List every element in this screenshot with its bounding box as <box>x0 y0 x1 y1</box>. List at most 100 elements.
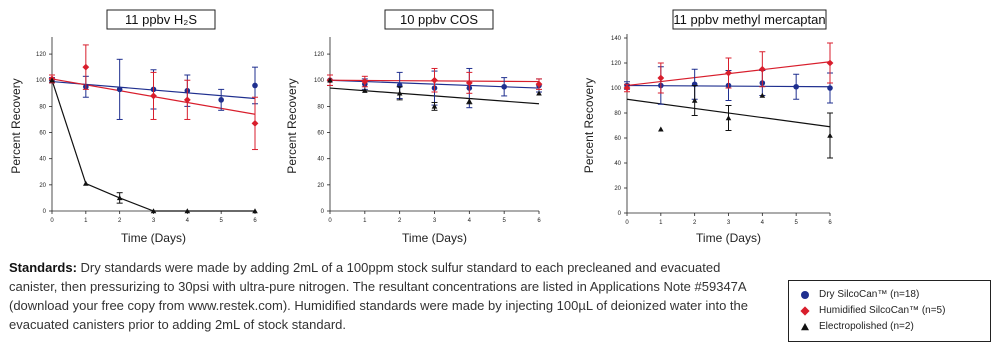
legend-item: Humidified SilcoCan™ (n=5) <box>797 303 982 319</box>
electropolished-data-point <box>759 92 766 98</box>
x-tick-label: 0 <box>50 218 54 224</box>
x-tick-label: 6 <box>537 218 541 224</box>
y-tick-label: 40 <box>317 157 324 163</box>
humidified-data-point <box>758 65 766 73</box>
y-tick-label: 100 <box>314 78 325 84</box>
electropolished-data-point <box>725 115 732 121</box>
humidified-data-point <box>465 79 473 87</box>
x-tick-label: 6 <box>253 218 257 224</box>
y-tick-label: 100 <box>36 78 47 84</box>
y-tick-label: 0 <box>321 209 325 215</box>
legend-marker-diamond-icon <box>800 306 810 316</box>
electropolished-data-point <box>691 97 698 103</box>
y-axis-title: Percent Recovery <box>285 78 299 173</box>
legend-marker-circle-icon <box>801 291 809 299</box>
electropolished-data-point <box>827 132 833 138</box>
y-tick-label: 120 <box>36 52 47 58</box>
x-tick-label: 0 <box>328 218 332 224</box>
chart-title: 11 ppbv H₂S <box>125 12 197 27</box>
y-tick-label: 80 <box>39 104 46 110</box>
dry-data-point <box>501 83 507 90</box>
y-tick-label: 60 <box>39 131 46 137</box>
legend-marker-shape <box>800 306 810 316</box>
y-tick-label: 60 <box>317 131 324 137</box>
x-axis-title: Time (Days) <box>121 231 186 245</box>
x-tick-label: 3 <box>152 218 156 224</box>
electropolished-data-point <box>252 208 258 214</box>
legend-marker-shape <box>801 323 809 331</box>
legend: Dry SilcoCan™ (n=18) Humidified SilcoCan… <box>788 280 991 342</box>
y-axis-title: Percent Recovery <box>582 78 596 173</box>
y-tick-label: 100 <box>611 86 622 92</box>
x-tick-label: 4 <box>186 218 190 224</box>
standards-note: Standards: Dry standards were made by ad… <box>9 258 769 334</box>
electropolished-data-point <box>327 77 333 83</box>
legend-marker-triangle-icon <box>801 323 809 331</box>
charts-figure: 11 ppbv H₂S Time (Days) Percent Recovery… <box>9 9 834 245</box>
x-tick-label: 5 <box>794 220 798 226</box>
electropolished-data-point <box>396 90 403 96</box>
electropolished-data-point <box>116 195 123 201</box>
y-tick-label: 20 <box>317 183 324 189</box>
plot-area: 0 20 40 60 80 100 120 0 1 2 3 4 5 6 <box>314 37 543 224</box>
plot-area: 0 20 40 60 80 100 120 140 0 1 2 3 4 5 6 <box>611 34 834 226</box>
x-tick-label: 5 <box>219 218 223 224</box>
chart-title: 11 ppbv methyl mercaptan <box>673 12 825 27</box>
y-tick-label: 40 <box>39 157 46 163</box>
legend-label: Humidified SilcoCan™ (n=5) <box>819 305 946 316</box>
x-tick-label: 2 <box>693 220 697 226</box>
electropolished-data-point <box>184 208 191 214</box>
chart-cos: 10 ppbv COS Time (Days) Percent Recovery… <box>285 9 543 245</box>
x-tick-label: 4 <box>468 218 472 224</box>
electropolished-series-line <box>51 80 255 212</box>
humidified-data-point <box>623 84 631 92</box>
y-tick-label: 60 <box>614 136 621 142</box>
x-tick-label: 1 <box>84 218 88 224</box>
x-tick-label: 0 <box>625 220 629 226</box>
humidified-data-point <box>826 59 834 67</box>
x-tick-label: 6 <box>828 220 832 226</box>
electropolished-data-point <box>658 126 664 132</box>
electropolished-data-point <box>431 103 438 109</box>
chart-title-box <box>106 9 216 30</box>
y-tick-label: 80 <box>614 111 621 117</box>
humidified-data-point <box>535 80 543 88</box>
y-tick-label: 120 <box>314 52 325 58</box>
y-tick-label: 0 <box>43 209 47 215</box>
plot-area: 0 20 40 60 80 100 120 0 1 2 3 4 5 6 <box>36 37 259 224</box>
chart-methyl-mercaptan: 11 ppbv methyl mercaptan Time (Days) Per… <box>582 9 834 245</box>
y-tick-label: 120 <box>611 61 622 67</box>
x-axis-title: Time (Days) <box>402 231 467 245</box>
dry-data-point <box>116 86 123 93</box>
dry-data-point <box>218 97 224 103</box>
y-tick-label: 40 <box>614 161 621 167</box>
humidified-data-point <box>657 74 665 82</box>
electropolished-data-point <box>83 180 89 186</box>
humidified-data-point <box>431 76 438 84</box>
x-tick-label: 5 <box>502 218 506 224</box>
humidified-data-point <box>251 119 259 127</box>
electropolished-data-point <box>150 208 157 214</box>
y-tick-label: 80 <box>317 104 324 110</box>
chart-h2s: 11 ppbv H₂S Time (Days) Percent Recovery… <box>9 9 259 245</box>
legend-marker-shape <box>801 291 809 299</box>
dry-data-point <box>793 83 799 90</box>
legend-label: Dry SilcoCan™ (n=18) <box>819 289 920 300</box>
dry-data-point <box>827 85 833 91</box>
y-axis-title: Percent Recovery <box>9 78 23 173</box>
x-tick-label: 4 <box>761 220 765 226</box>
x-tick-label: 2 <box>118 218 122 224</box>
standards-text: Dry standards were made by adding 2mL of… <box>9 260 748 332</box>
humidified-data-point <box>150 92 157 100</box>
legend-label: Electropolished (n=2) <box>819 321 914 332</box>
x-axis-title: Time (Days) <box>696 231 761 245</box>
x-tick-label: 3 <box>727 220 731 226</box>
x-tick-label: 3 <box>433 218 437 224</box>
y-tick-label: 20 <box>39 183 46 189</box>
chart-title-box <box>672 9 827 30</box>
standards-lead: Standards: <box>9 260 77 275</box>
electropolished-data-point <box>49 77 55 83</box>
y-tick-label: 0 <box>618 211 622 217</box>
chart-title: 10 ppbv COS <box>400 12 478 27</box>
dry-data-point <box>252 82 258 89</box>
